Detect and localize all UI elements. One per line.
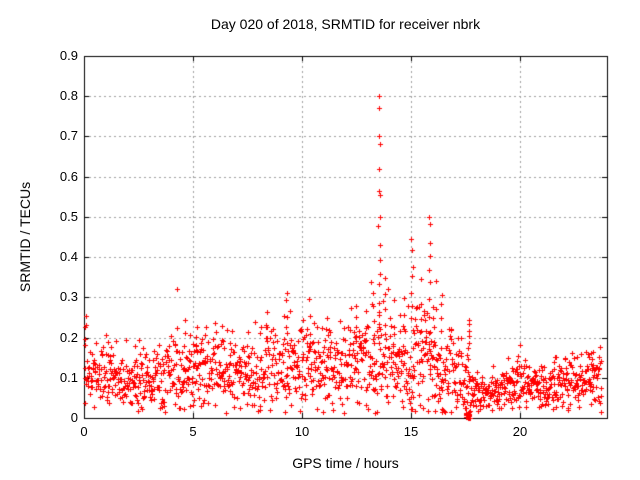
x-tick-label: 15: [403, 424, 419, 439]
chart-title: Day 020 of 2018, SRMTID for receiver nbr…: [210, 16, 481, 32]
x-tick-label: 20: [512, 424, 528, 439]
y-tick-label: 0.1: [59, 370, 78, 385]
y-tick-label: 0.4: [59, 249, 78, 264]
y-tick-label: 0.2: [59, 330, 78, 345]
y-tick-label: 0.6: [59, 169, 78, 184]
x-tick-label: 10: [294, 424, 310, 439]
y-tick-label: 0.8: [59, 88, 78, 103]
y-axis-label: SRMTID / TECUs: [17, 181, 33, 293]
x-axis-label: GPS time / hours: [292, 455, 399, 471]
y-tick-label: 0.5: [59, 209, 78, 224]
y-tick-label: 0.9: [59, 48, 78, 63]
y-tick-label: 0.3: [59, 289, 78, 304]
x-tick-label: 0: [80, 424, 88, 439]
x-tick-label: 5: [189, 424, 197, 439]
y-tick-label: 0: [70, 410, 78, 425]
y-tick-label: 0.7: [59, 128, 78, 143]
